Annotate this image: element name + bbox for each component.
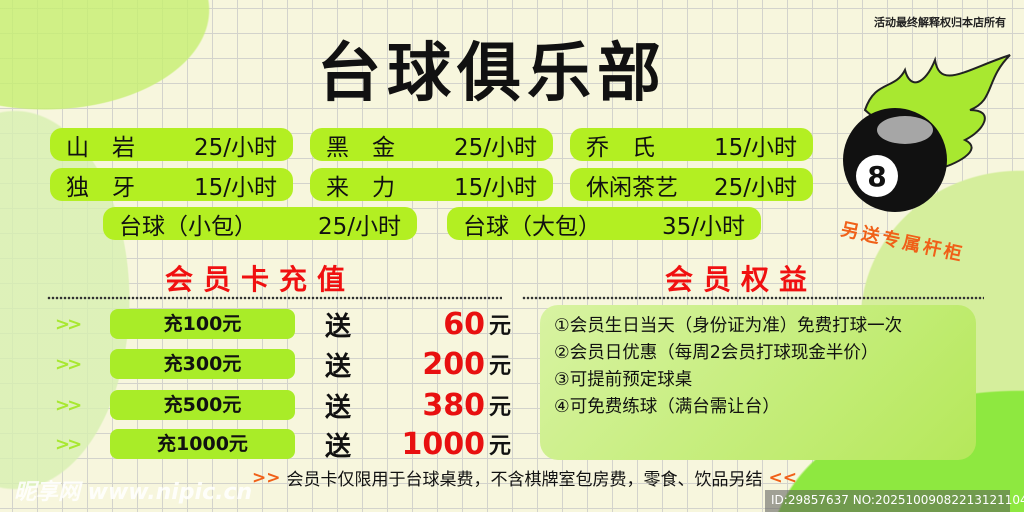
watermark-id: ID:29857637 NO:20251009082213121104 [765, 490, 1024, 512]
bonus-amount: 200 [422, 346, 485, 382]
bonus-amount: 60 [443, 306, 485, 342]
price-value: 35/小时 [661, 213, 745, 240]
price-name: 独 牙 [66, 174, 135, 201]
arrow-icon: >> [55, 394, 82, 416]
benefit-item: ①会员生日当天（身份证为准）免费打球一次 [554, 316, 903, 336]
benefit-item: ②会员日优惠（每周2会员打球现金半价） [554, 343, 879, 363]
give-label: 送 [325, 431, 352, 462]
recharge-row: >> 充300元送 200 元 [55, 346, 512, 382]
unit-label: 元 [489, 434, 512, 459]
arrow-icon: >> [55, 353, 82, 375]
price-name: 山 岩 [66, 134, 135, 161]
bonus-amount: 1000 [401, 426, 486, 462]
price-name: 乔 氏 [586, 134, 655, 161]
charge-amount: 充300元 [110, 349, 295, 379]
recharge-row: >> 充1000元送 1000 元 [55, 426, 512, 462]
price-value: 25/小时 [317, 213, 401, 240]
charge-amount: 充100元 [110, 309, 295, 339]
price-pill: 休闲茶艺 25/小时 [570, 168, 813, 201]
watermark-logo: 昵享网 www.nipic.cn [14, 480, 253, 505]
price-name: 来 力 [326, 174, 395, 201]
price-name: 黑 金 [326, 134, 395, 161]
price-pill: 独 牙 15/小时 [50, 168, 293, 201]
footer-text: 会员卡仅限用于台球桌费，不含棋牌室包房费，零食、饮品另结 [286, 470, 763, 490]
benefit-item: ③可提前预定球桌 [554, 370, 693, 390]
price-pill: 来 力 15/小时 [310, 168, 553, 201]
eight-ball-icon: 8 [843, 54, 1011, 212]
price-name: 台球（小包） [119, 213, 257, 240]
price-value: 25/小时 [453, 134, 537, 161]
price-name: 休闲茶艺 [586, 174, 678, 201]
ball-number: 8 [867, 160, 886, 193]
arrow-left-icon: << [768, 467, 798, 488]
arrow-icon: >> [55, 433, 82, 455]
price-value: 25/小时 [713, 174, 797, 201]
price-value: 15/小时 [453, 174, 537, 201]
give-label: 送 [325, 351, 352, 382]
page-title: 台球俱乐部 [317, 37, 667, 111]
divider [522, 296, 984, 300]
charge-amount: 充500元 [110, 390, 295, 420]
benefits-box: ①会员生日当天（身份证为准）免费打球一次 ②会员日优惠（每周2会员打球现金半价）… [540, 305, 976, 460]
unit-label: 元 [489, 395, 512, 420]
price-pill: 山 岩 25/小时 [50, 128, 293, 161]
give-label: 送 [325, 392, 352, 423]
price-pill: 乔 氏 15/小时 [570, 128, 813, 161]
charge-amount: 充1000元 [110, 429, 295, 459]
unit-label: 元 [489, 314, 512, 339]
footer-note: >> 会员卡仅限用于台球桌费，不含棋牌室包房费，零食、饮品另结 << [252, 465, 798, 491]
bonus-amount: 380 [422, 387, 485, 423]
arrow-right-icon: >> [252, 467, 281, 488]
rights-notice: 活动最终解释权归本店所有 [874, 16, 1006, 29]
price-pill: 台球（大包） 35/小时 [447, 207, 761, 240]
price-value: 15/小时 [713, 134, 797, 161]
give-label: 送 [325, 311, 352, 342]
arrow-icon: >> [55, 313, 82, 335]
benefits-title: 会员权益 [665, 263, 818, 296]
price-name: 台球（大包） [463, 213, 601, 240]
price-value: 25/小时 [193, 134, 277, 161]
recharge-row: >> 充100元送 60 元 [55, 306, 512, 342]
price-pill: 黑 金 25/小时 [310, 128, 553, 161]
price-pill: 台球（小包） 25/小时 [103, 207, 417, 240]
recharge-title: 会员卡充值 [165, 263, 356, 296]
divider [47, 296, 502, 300]
unit-label: 元 [489, 354, 512, 379]
benefit-item: ④可免费练球（满台需让台） [554, 397, 780, 417]
price-value: 15/小时 [193, 174, 277, 201]
recharge-row: >> 充500元送 380 元 [55, 387, 512, 423]
